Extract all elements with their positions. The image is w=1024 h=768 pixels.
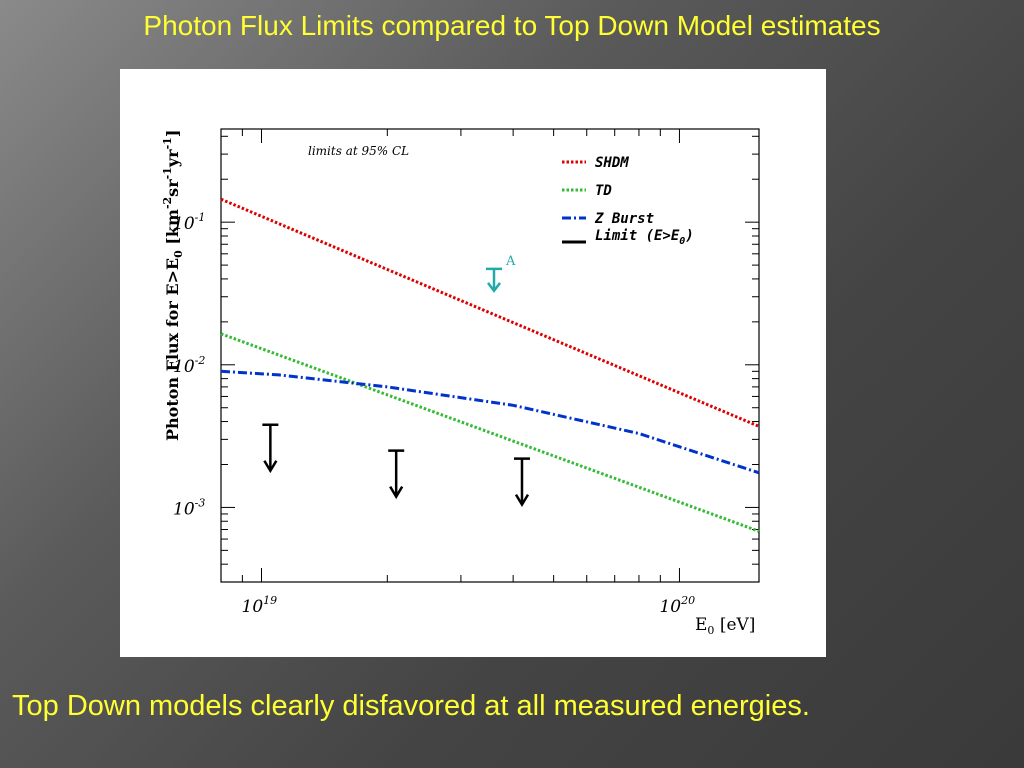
axis-ticks: 1019 1020 10-1 10-2 10-3	[173, 128, 760, 617]
plot-frame	[220, 128, 760, 583]
series-line-td	[220, 332, 760, 533]
series-line-z-burst	[220, 369, 760, 475]
photon-flux-chart: 1019 1020 10-1 10-2 10-3 A SHDM TD Z BurstLimi…	[161, 128, 760, 637]
limit-arrow	[262, 423, 279, 474]
series-line-shdm	[220, 197, 760, 428]
annotation-cl: limits at 95% CL	[308, 144, 409, 158]
limit-head	[389, 486, 404, 500]
limit-arrow	[513, 457, 530, 508]
y-axis-label: Photon Flux for E>E0 [km-2sr-1yr-1]	[161, 130, 185, 441]
limit-a-label: A	[505, 254, 516, 269]
chart-panel: 1019 1020 10-1 10-2 10-3 A SHDM TD Z Burst Limi…	[120, 69, 826, 657]
axis-labels: limits at 95% CL Photon Flux for E>E0 [km…	[161, 130, 755, 637]
limit-arrow-a: A	[486, 254, 516, 293]
legend-label-limit: Limit (E>E0)	[595, 228, 694, 247]
legend-label-shdm: SHDM	[595, 155, 629, 171]
y-tick-label: 10-3	[173, 496, 205, 519]
y-tick-label: 10-2	[173, 354, 205, 377]
x-axis-label: E0 [eV]	[695, 615, 755, 637]
x-tick-label: 1019	[242, 594, 278, 617]
x-tick-label: 1020	[659, 594, 695, 617]
limit-head	[263, 460, 278, 474]
y-tick-label: 10-1	[173, 211, 205, 234]
limit-arrow	[388, 449, 405, 500]
limit-arrows: A	[262, 254, 530, 508]
limit-a-head	[487, 282, 502, 293]
slide-footer: Top Down models clearly disfavored at al…	[12, 690, 810, 722]
legend-label-td: TD	[595, 183, 612, 199]
limit-head	[514, 493, 530, 508]
series-lines	[220, 197, 760, 533]
legend-label-z-burst: Z Burst	[594, 211, 654, 227]
slide-title: Photon Flux Limits compared to Top Down …	[143, 10, 881, 41]
